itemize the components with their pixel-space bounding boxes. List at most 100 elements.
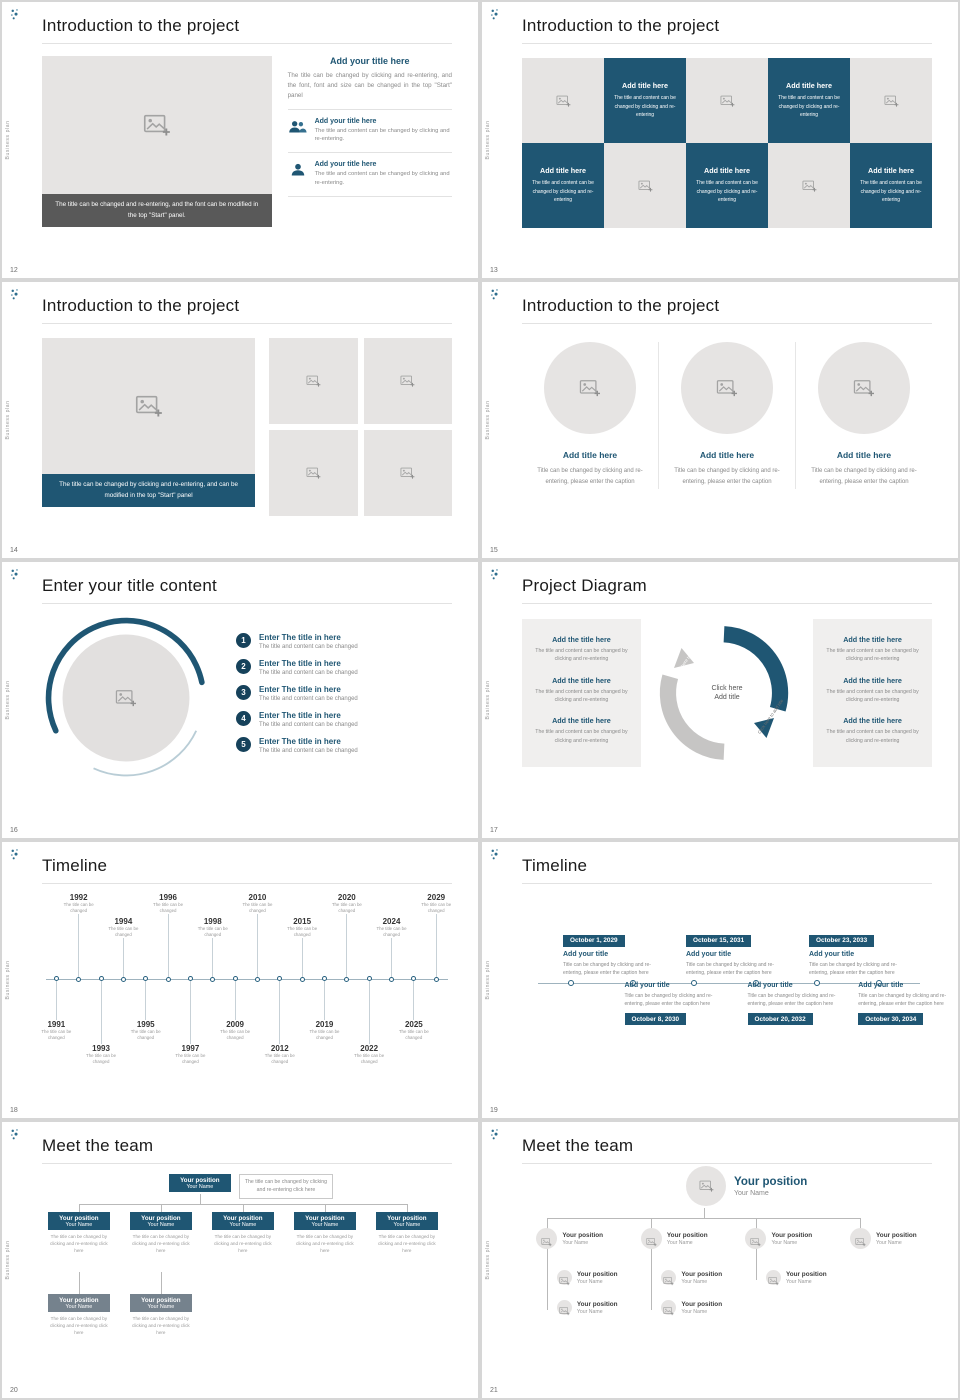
item-text: The title and content can be changed: [259, 748, 358, 754]
image-placeholder: [363, 430, 452, 516]
item-text: Title can be changed by clicking and re-…: [537, 468, 643, 486]
slide-title: Enter your title content: [42, 576, 452, 604]
avatar: [556, 1270, 572, 1285]
date-badge: October 23, 2033: [809, 934, 875, 947]
slide-title: Introduction to the project: [42, 296, 452, 324]
timeline: October 1, 2029 Add your title Title can…: [522, 888, 946, 1070]
timeline-year: 1993: [92, 1043, 110, 1053]
image-placeholder-icon: [720, 94, 735, 108]
avatar: [661, 1270, 677, 1285]
slide-title: Introduction to the project: [522, 16, 932, 44]
team-name: Your Name: [876, 1239, 902, 1246]
image-placeholder-icon: [663, 1273, 674, 1285]
slide-number: 14: [10, 547, 18, 554]
block-text: The title and content can be changed by …: [826, 648, 919, 663]
timeline-year: 1998: [203, 917, 222, 926]
slide-14[interactable]: Business plan 14 Introduction to the pro…: [2, 282, 478, 558]
timeline-dot: [875, 979, 882, 986]
diagram-block: Add the title here The title and content …: [823, 635, 922, 664]
connector-line: [651, 1218, 653, 1228]
image-placeholder-icon: [135, 393, 163, 419]
image-placeholder-icon: [802, 179, 817, 193]
timeline-node: 1995 The title can be changed: [123, 976, 169, 1041]
number-badge: 5: [236, 737, 251, 752]
slide-15[interactable]: Business plan 15 Introduction to the pro…: [482, 282, 958, 558]
title-tile: Add title here The title and content can …: [686, 143, 768, 228]
timeline-caption: The title can be changed: [242, 902, 273, 914]
team-member: Your position Your Name: [556, 1270, 618, 1285]
image-placeholder: [768, 143, 850, 228]
org-box: Your position Your Name: [294, 1212, 356, 1230]
image-placeholder: [544, 342, 636, 434]
item-text: The title and content can be changed: [259, 644, 358, 650]
entry-title: Add your title: [563, 951, 609, 959]
slide-13[interactable]: Business plan 13 Introduction to the pro…: [482, 2, 958, 278]
number-badge: 1: [236, 633, 251, 648]
image-placeholder-icon: [855, 1234, 866, 1246]
image-placeholder-icon: [400, 374, 415, 388]
slide-16[interactable]: Business plan 16 Enter your title conten…: [2, 562, 478, 838]
date-badge: October 8, 2030: [624, 1013, 687, 1026]
connector-line: [242, 1204, 244, 1212]
image-placeholder-icon: [663, 1303, 674, 1315]
timeline-caption: The title can be changed: [197, 926, 228, 938]
team-position: Your position: [576, 1270, 618, 1278]
connector-line: [199, 1194, 201, 1204]
image-placeholder-icon: [400, 466, 415, 480]
org-box: Your position Your Name: [212, 1212, 274, 1230]
image-placeholder: [686, 58, 768, 143]
team-name: Your Name: [771, 1239, 798, 1246]
item-title: Enter The title in here: [259, 685, 341, 694]
connector-line: [546, 1218, 548, 1228]
avatar: [661, 1300, 677, 1315]
team-member: Your position Your Name: [765, 1270, 827, 1285]
timeline-entry: Add your title Title can be changed by c…: [747, 982, 851, 1026]
image-placeholder-icon: [556, 94, 571, 108]
timeline-dot: [344, 977, 350, 982]
timeline-node: 2009 The title can be changed: [212, 976, 258, 1041]
timeline-dot: [187, 976, 193, 981]
slide-21[interactable]: Business plan 21 Meet the team Your posi…: [482, 1122, 958, 1398]
image-placeholder-icon: [853, 378, 875, 398]
timeline-year: 2012: [270, 1043, 289, 1053]
tile-text: The title and content can be changed by …: [860, 180, 922, 204]
org-box: Your position Your Name: [130, 1212, 192, 1230]
timeline-node: 2010 The title can be changed: [234, 893, 280, 982]
section-paragraph: The title can be changed by clicking and…: [287, 71, 452, 110]
timeline-dot: [411, 976, 417, 981]
timeline-year: 2024: [382, 917, 401, 926]
team-position: Your position: [876, 1231, 917, 1239]
org-position: Your position: [180, 1176, 220, 1184]
image-caption-bar: The title can be changed and re-entering…: [42, 194, 272, 228]
org-position: Your position: [305, 1214, 345, 1222]
note-box: The title can be changed by clicking and…: [238, 1174, 334, 1199]
timeline-node: 2022 The title can be changed: [346, 976, 392, 1065]
image-placeholder-icon: [559, 1273, 570, 1285]
left-panel: Add the title here The title and content …: [522, 619, 641, 767]
team-position: Your position: [734, 1175, 808, 1188]
slide-title: Introduction to the project: [42, 16, 452, 44]
image-placeholder-icon: [699, 1179, 714, 1193]
slide-number: 17: [490, 827, 498, 834]
avatar: [745, 1228, 767, 1249]
timeline-caption: The title can be changed: [354, 1052, 385, 1064]
connector-line: [546, 1228, 548, 1310]
circle-item: Add title here Title can be changed by c…: [658, 342, 795, 489]
slide-17[interactable]: Business plan 17 Project Diagram Add the…: [482, 562, 958, 838]
slide-12[interactable]: Business plan 12 Introduction to the pro…: [2, 2, 478, 278]
org-caption: The title can be changed by clicking and…: [50, 1316, 108, 1335]
entry-text: Title can be changed by clicking and re-…: [624, 992, 713, 1007]
slide-19[interactable]: Business plan 19 Timeline October 1, 202…: [482, 842, 958, 1118]
block-text: The title and content can be changed by …: [535, 729, 628, 744]
item-text: The title and content can be changed: [259, 670, 358, 676]
image-placeholder: [818, 342, 910, 434]
block-title: Add the title here: [552, 635, 611, 645]
slide-20[interactable]: Business plan 20 Meet the team Your posi…: [2, 1122, 478, 1398]
cycle-diagram: Click here to add title Click here to ad…: [649, 618, 805, 768]
item-title: Add your title here: [314, 117, 377, 125]
slide-18[interactable]: Business plan 18 Timeline 1991 The title …: [2, 842, 478, 1118]
timeline-node: 1993 The title can be changed: [78, 976, 124, 1065]
org-box: Your position Your Name: [130, 1294, 192, 1312]
team-lead: Your position Your Name: [686, 1166, 807, 1206]
timeline-dot: [814, 979, 821, 986]
